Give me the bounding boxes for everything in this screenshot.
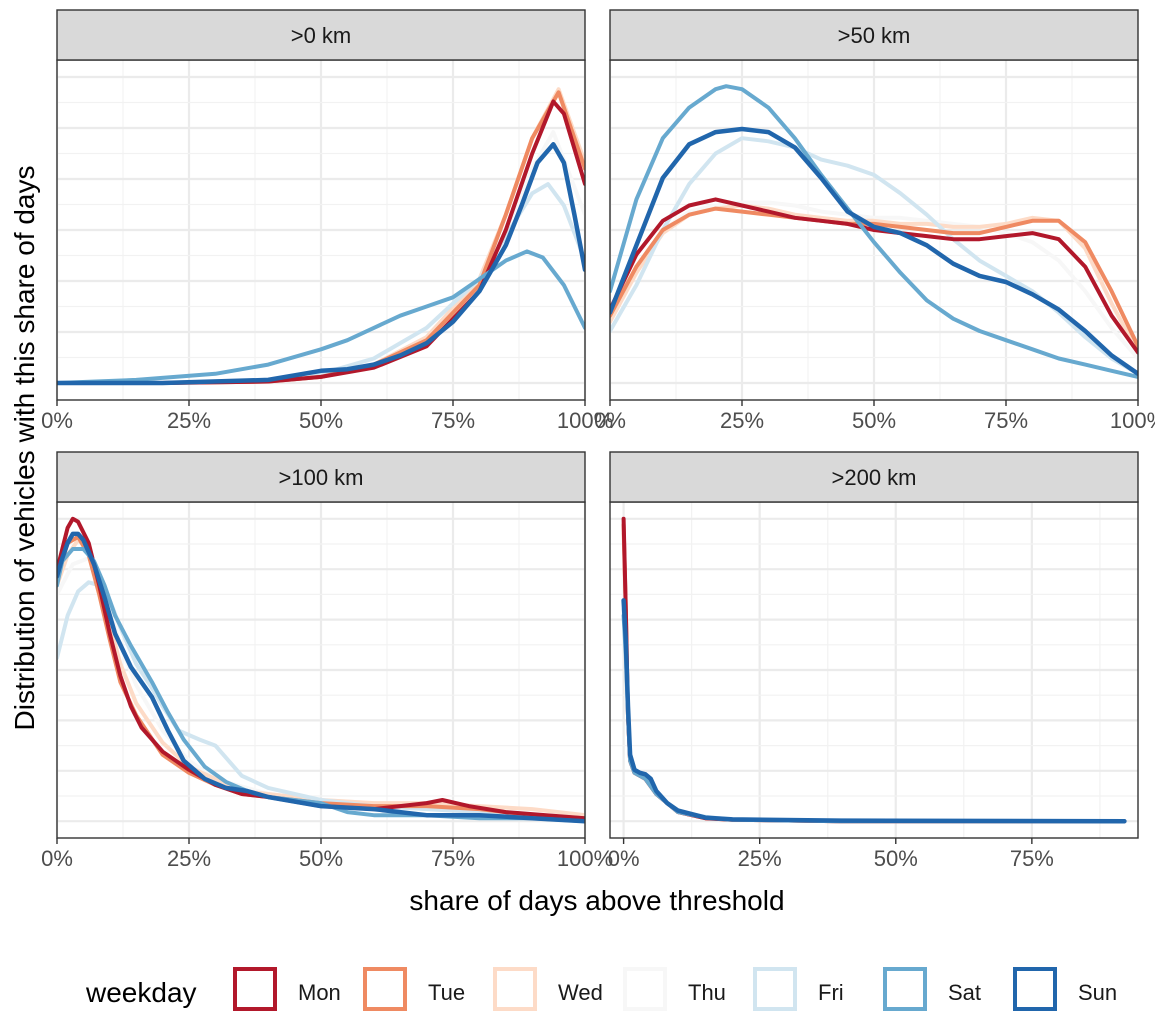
x-tick-label: 25%: [167, 846, 211, 871]
legend-item-tue: Tue: [363, 967, 465, 1011]
legend-label: Tue: [428, 980, 465, 1005]
x-tick-label: 0%: [41, 846, 73, 871]
x-tick-label: 50%: [299, 846, 343, 871]
panel-strip-label: >0 km: [291, 23, 352, 48]
x-tick-label: 100%: [557, 408, 613, 433]
x-tick-label: 0%: [608, 846, 640, 871]
x-axis-title: share of days above threshold: [409, 885, 784, 916]
panel-2: >50 km 0% 25% 50% 75% 100%: [594, 9, 1155, 433]
series-line-sat: [610, 84, 1138, 379]
legend-key: [883, 967, 927, 1011]
panel-strip: [609, 451, 1139, 503]
series-lines: [57, 87, 585, 386]
x-tick-label: 100%: [557, 846, 613, 871]
x-tick-label: 0%: [41, 408, 73, 433]
legend-item-fri: Fri: [753, 967, 844, 1011]
series-line-thu: [610, 200, 1138, 361]
legend-key: [753, 967, 797, 1011]
x-tick-label: 25%: [738, 846, 782, 871]
series-line-tue: [610, 206, 1138, 349]
x-tick-label: 50%: [852, 408, 896, 433]
x-tick-label: 75%: [431, 846, 475, 871]
x-tick-label: 75%: [431, 408, 475, 433]
x-tick-label: 75%: [984, 408, 1028, 433]
legend-key: [623, 967, 667, 1011]
legend-key: [1013, 967, 1057, 1011]
legend-label: Sat: [948, 980, 981, 1005]
x-tick-label: 25%: [720, 408, 764, 433]
series-line-sun: [57, 142, 585, 386]
panel-4: >200 km 0% 25% 50% 75%: [608, 451, 1139, 871]
panel-1: >0 km 0% 25% 50% 75% 100%: [41, 9, 613, 433]
legend-label: Mon: [298, 980, 341, 1005]
legend-key: [363, 967, 407, 1011]
legend-label: Wed: [558, 980, 603, 1005]
panel-strip-label: >100 km: [279, 465, 364, 490]
series-line-mon: [610, 197, 1138, 355]
panel-strip-label: >200 km: [832, 465, 917, 490]
series-lines: [57, 516, 585, 824]
x-tick-label: 25%: [167, 408, 211, 433]
panel-3: >100 km 0% 25% 50% 75% 100%: [41, 451, 613, 871]
x-tick-label: 50%: [299, 408, 343, 433]
legend-label: Thu: [688, 980, 726, 1005]
series-line-sun: [610, 126, 1138, 377]
y-axis-title: Distribution of vehicles with this share…: [9, 166, 40, 731]
series-lines: [621, 516, 1127, 824]
panel-strip-label: >50 km: [838, 23, 911, 48]
series-line-mon: [57, 516, 585, 821]
legend-key: [493, 967, 537, 1011]
legend: weekday Mon Tue Wed Thu Fri Sat Sun: [85, 967, 1117, 1011]
legend-label: Fri: [818, 980, 844, 1005]
panel-strip: [56, 451, 586, 503]
x-tick-label: 75%: [1010, 846, 1054, 871]
panels: >0 km 0% 25% 50% 75% 100% >50 km 0% 25% 50% 75% 100…: [41, 9, 1155, 871]
legend-key: [233, 967, 277, 1011]
series-lines: [610, 84, 1138, 379]
panel-strip: [56, 9, 586, 61]
legend-item-sat: Sat: [883, 967, 981, 1011]
panel-strip: [609, 9, 1139, 61]
legend-item-sun: Sun: [1013, 967, 1117, 1011]
series-line-sun: [621, 598, 1127, 824]
x-tick-label: 100%: [1110, 408, 1155, 433]
series-line-sat: [57, 249, 585, 385]
legend-title: weekday: [85, 977, 197, 1008]
legend-item-wed: Wed: [493, 967, 603, 1011]
legend-item-thu: Thu: [623, 967, 726, 1011]
legend-label: Sun: [1078, 980, 1117, 1005]
x-tick-label: 0%: [594, 408, 626, 433]
x-tick-label: 50%: [874, 846, 918, 871]
series-line-sun: [57, 531, 585, 824]
legend-item-mon: Mon: [233, 967, 341, 1011]
